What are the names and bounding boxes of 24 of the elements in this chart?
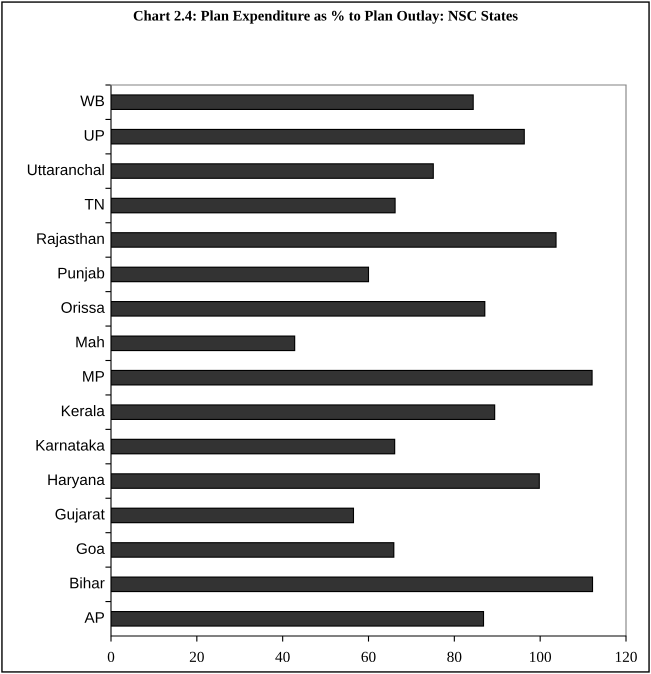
y-tick-label: Karnataka <box>36 439 105 451</box>
y-tick-label: TN <box>84 198 104 210</box>
y-tick-label: Orissa <box>61 302 105 313</box>
x-tick-label: 0 <box>108 652 114 662</box>
x-tick-label: 40 <box>275 652 290 662</box>
y-tick-label: AP <box>84 612 104 623</box>
y-tick-label: Goa <box>76 543 105 554</box>
y-tick-label: Gujarat <box>55 508 105 523</box>
x-tick-label: 20 <box>190 652 204 662</box>
y-tick-label: Bihar <box>70 577 105 588</box>
x-tick-label: 60 <box>362 652 376 662</box>
y-tick-label: Rajasthan <box>37 232 104 248</box>
y-tick-label: WB <box>80 96 104 106</box>
y-tick-label: Punjab <box>58 267 104 282</box>
y-tick-label: Haryana <box>48 474 105 488</box>
x-tick-label: 120 <box>616 652 637 662</box>
y-tick-label: UP <box>84 130 104 141</box>
x-tick-label: 80 <box>447 652 462 662</box>
chart-title: Chart 2.4: Plan Expenditure as % to Plan Outlay: NSC States <box>134 10 518 24</box>
y-tick-label: MP <box>83 371 104 382</box>
x-tick-label: 100 <box>530 652 552 662</box>
y-tick-label: Uttaranchal <box>28 164 104 176</box>
y-tick-label: Mah <box>76 336 104 348</box>
y-tick-label: Kerala <box>62 405 105 416</box>
